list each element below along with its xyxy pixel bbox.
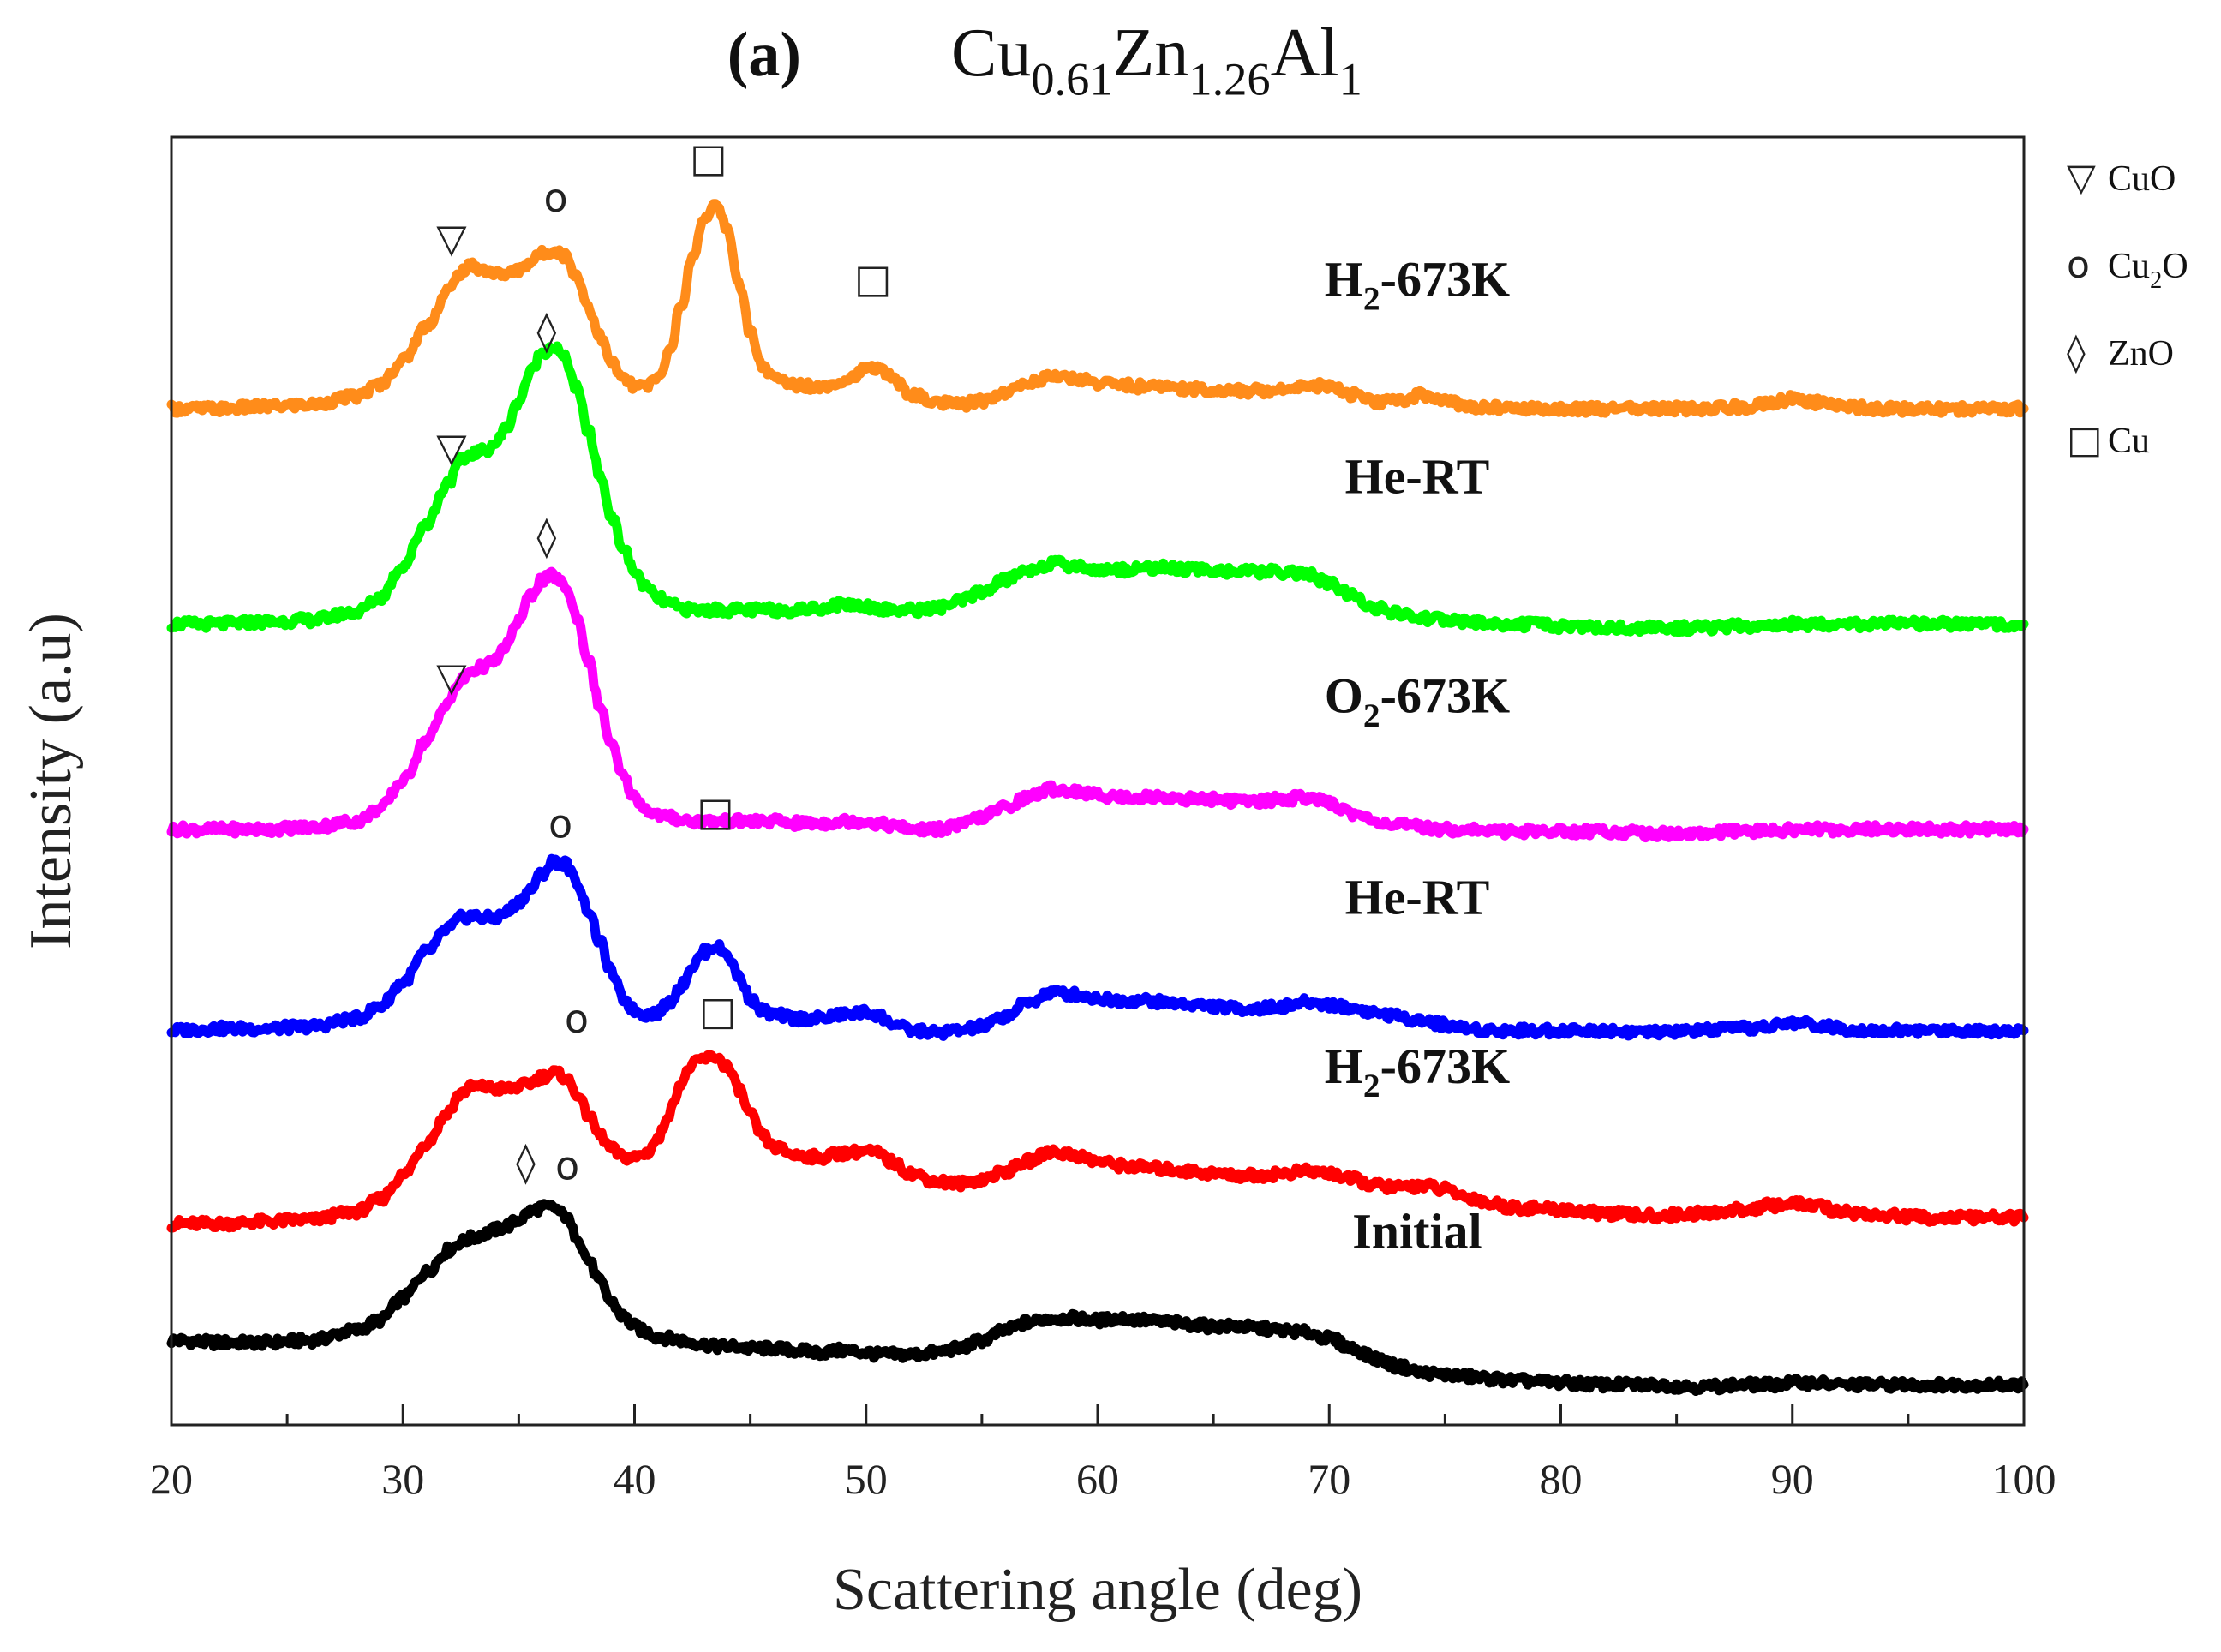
phase-marker-1: o — [555, 1142, 579, 1188]
series-label-2-part: He-RT — [1345, 869, 1490, 925]
x-tick-label: 50 — [845, 1455, 888, 1503]
chart-title-formula-part: 0.61 — [1031, 53, 1112, 105]
phase-marker-13: □ — [854, 255, 891, 302]
phase-marker-12: □ — [690, 135, 727, 181]
phase-marker-4: o — [548, 800, 572, 847]
x-tick-label: 100 — [1992, 1455, 2056, 1503]
legend-symbol: ◊ — [2067, 331, 2086, 374]
legend-symbol: o — [2067, 243, 2090, 287]
series-label-5-part: 2 — [1363, 280, 1380, 318]
legend-symbol: □ — [2067, 418, 2103, 462]
legend-label-part: O — [2162, 247, 2188, 286]
series-line-1 — [166, 1050, 2029, 1233]
series-label-3-part: 2 — [1363, 697, 1380, 734]
series-label-4-part: He-RT — [1345, 449, 1490, 505]
chart-title-tag: (a) — [727, 20, 801, 90]
series-line-3 — [166, 566, 2029, 843]
series-line-5 — [166, 199, 2029, 418]
series-label-3: O2-673K — [1325, 668, 1510, 734]
phase-marker-2: o — [565, 996, 589, 1042]
series-label-5: H2-673K — [1325, 252, 1510, 318]
series-label-3-part: O — [1325, 668, 1363, 724]
series-label-0: Initial — [1352, 1203, 1482, 1259]
chart-title: (a) Cu0.61Zn1.26Al1 — [727, 15, 1362, 105]
chart-title-formula-part: Al — [1271, 15, 1339, 91]
series-line-4 — [166, 341, 2029, 637]
series-label-5-part: H — [1325, 252, 1363, 308]
x-tick-label: 40 — [614, 1455, 656, 1503]
series-line-0 — [166, 1199, 2029, 1396]
legend-label: Cu2O — [2108, 247, 2188, 294]
legend-label: Cu — [2108, 422, 2150, 461]
chart-title-formula-part: Zn — [1113, 15, 1189, 91]
phase-marker-5: □ — [697, 788, 733, 835]
phase-marker-6: ▽ — [436, 654, 467, 700]
series-label-3-part: -673K — [1380, 668, 1510, 724]
x-tick-label: 70 — [1308, 1455, 1350, 1503]
x-tick-label: 80 — [1540, 1455, 1583, 1503]
x-axis-label: Scattering angle (deg) — [833, 1557, 1362, 1623]
legend-symbol: ▽ — [2067, 156, 2096, 200]
legend-label-part: 2 — [2150, 267, 2162, 294]
legend-label: CuO — [2108, 159, 2176, 199]
series-label-1: H2-673K — [1325, 1038, 1510, 1104]
series-label-5-part: -673K — [1380, 252, 1510, 308]
series-label-2: He-RT — [1345, 869, 1490, 925]
series-label-0-part: Initial — [1352, 1203, 1482, 1259]
x-tick-label: 60 — [1076, 1455, 1119, 1503]
phase-marker-10: ▽ — [436, 215, 467, 261]
series-label-1-part: H — [1325, 1038, 1363, 1094]
phase-marker-9: ◊ — [536, 308, 556, 354]
phase-marker-3: □ — [699, 988, 736, 1034]
plot-frame — [170, 135, 2026, 1427]
phase-marker-7: ◊ — [536, 512, 556, 559]
phase-marker-0: ◊ — [516, 1139, 536, 1185]
phase-marker-8: ▽ — [436, 424, 467, 470]
legend-label-part: Cu — [2108, 422, 2150, 461]
x-tick-label: 20 — [150, 1455, 193, 1503]
chart-title-formula: Cu0.61Zn1.26Al1 — [951, 15, 1362, 105]
legend-label-part: ZnO — [2108, 334, 2174, 374]
series-label-4: He-RT — [1345, 449, 1490, 505]
legend-label-part: Cu — [2108, 247, 2150, 286]
series-label-1-part: 2 — [1363, 1067, 1380, 1104]
x-tick-label: 90 — [1771, 1455, 1814, 1503]
phase-marker-11: o — [544, 175, 568, 221]
x-tick-label: 30 — [381, 1455, 424, 1503]
y-axis-label: Intensity (a.u) — [18, 613, 84, 949]
chart-title-formula-part: 1 — [1339, 53, 1362, 105]
chart-title-formula-part: Cu — [951, 15, 1031, 91]
chart-title-formula-part: 1.26 — [1188, 53, 1270, 105]
series-line-2 — [166, 853, 2029, 1041]
legend-label-part: CuO — [2108, 159, 2176, 199]
legend-label: ZnO — [2108, 334, 2174, 374]
axes: 20 30 40 50 60 70 80 90 100 Scattering angle (deg… — [18, 135, 2056, 1623]
series-label-1-part: -673K — [1380, 1038, 1510, 1094]
